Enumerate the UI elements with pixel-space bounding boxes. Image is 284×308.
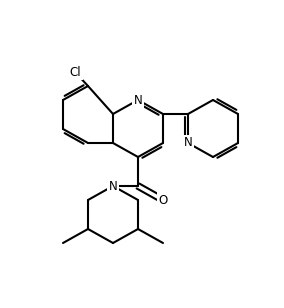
Text: N: N (108, 180, 117, 192)
Text: N: N (184, 136, 192, 149)
Text: Cl: Cl (69, 66, 81, 79)
Text: N: N (134, 94, 142, 107)
Text: O: O (158, 193, 168, 206)
